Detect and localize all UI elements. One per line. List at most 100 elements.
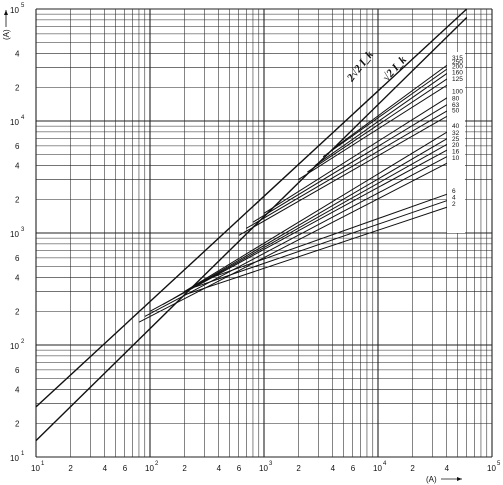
x-tick-exponent: 3 [269, 461, 273, 467]
x-tick-60: 6 [123, 464, 128, 473]
rating-label-4: 4 [452, 194, 456, 201]
rating-curve-10 [138, 157, 458, 323]
rating-curve-50 [238, 109, 458, 236]
y-tick-label: 10 [10, 6, 19, 15]
y-tick-40: 4 [15, 386, 20, 395]
x-tick-label: 4 [217, 464, 222, 473]
rating-curve-63 [246, 104, 458, 229]
rating-curve-200 [314, 65, 458, 166]
x-tick-exponent: 4 [383, 461, 387, 467]
rating-label-100: 100 [452, 89, 463, 96]
y-tick-10000: 10 4 [10, 115, 25, 127]
y-tick-label: 10 [10, 118, 19, 127]
x-tick-label: 2 [182, 464, 187, 473]
y-tick-exponent: 3 [21, 227, 25, 233]
y-tick-60: 6 [15, 366, 20, 375]
y-tick-40000: 4 [15, 50, 20, 59]
rating-curve-315 [332, 56, 458, 150]
axis-labels: (A) (A) [2, 10, 462, 484]
rating-label-25: 25 [452, 136, 460, 143]
x-tick-2000: 2 [296, 464, 301, 473]
y-tick-4000: 4 [15, 162, 20, 171]
x-tick-label: 4 [331, 464, 336, 473]
rating-curve-100 [263, 90, 458, 214]
y-tick-label: 4 [15, 274, 20, 283]
rating-curve-2 [184, 203, 458, 296]
y-tick-label: 2 [15, 83, 20, 92]
rating-label-50: 50 [452, 108, 460, 115]
x-axis-label: (A) [426, 475, 437, 484]
x-tick-20: 2 [68, 464, 73, 473]
y-tick-100: 10 2 [10, 339, 25, 351]
x-tick-label: 4 [445, 464, 450, 473]
rating-curve-6 [204, 189, 458, 281]
y-tick-1000: 10 3 [10, 227, 25, 239]
x-tick-label: 2 [410, 464, 415, 473]
y-tick-200: 2 [15, 307, 20, 316]
y-tick-label: 10 [10, 342, 19, 351]
y-axis-arrowhead [4, 10, 8, 15]
y-tick-label: 6 [15, 366, 20, 375]
rating-curve-16 [144, 150, 458, 317]
reference-lines: 2√2 I_k √2 I_k [35, 8, 468, 442]
y-tick-2000: 2 [15, 195, 20, 204]
x-tick-100000: 10 5 [487, 461, 501, 473]
x-tick-label: 6 [351, 464, 356, 473]
rating-label-63: 63 [452, 102, 460, 109]
y-tick-6000: 6 [15, 142, 20, 151]
x-tick-exponent: 2 [155, 461, 159, 467]
y-tick-label: 2 [15, 195, 20, 204]
y-tick-exponent: 4 [21, 115, 25, 121]
y-tick-label: 6 [15, 142, 20, 151]
y-tick-label: 4 [15, 386, 20, 395]
rating-label-16: 16 [452, 148, 460, 155]
rating-label-20: 20 [452, 142, 460, 149]
y-axis-label: (A) [2, 29, 11, 40]
reference-line-2sqrt2-ik [35, 8, 468, 408]
x-tick-100: 10 2 [145, 461, 159, 473]
x-tick-20000: 2 [410, 464, 415, 473]
y-tick-20: 2 [15, 419, 20, 428]
rating-label-160: 160 [452, 69, 463, 76]
x-axis-ticks: 10 1 2 4 6 10 2 2 4 6 10 3 2 4 6 10 4 2 4 10 5 [31, 461, 501, 473]
rating-label-250: 250 [452, 59, 463, 66]
y-tick-label: 10 [10, 230, 19, 239]
y-tick-exponent: 5 [21, 3, 25, 9]
y-tick-label: 10 [10, 454, 19, 463]
x-tick-label: 10 [31, 464, 40, 473]
rating-curve-125 [298, 77, 458, 180]
rating-label-315: 315 [452, 55, 463, 62]
x-tick-exponent: 5 [497, 461, 501, 467]
x-tick-exponent: 1 [41, 461, 45, 467]
rating-label-200: 200 [452, 63, 463, 70]
x-tick-40: 4 [103, 464, 108, 473]
rating-label-10: 10 [452, 155, 460, 162]
rating-curve-25 [162, 137, 458, 305]
x-tick-label: 6 [237, 464, 242, 473]
x-tick-6000: 6 [351, 464, 356, 473]
y-tick-label: 2 [15, 307, 20, 316]
y-tick-10: 10 1 [10, 451, 25, 463]
rating-label-box [447, 52, 465, 233]
x-tick-label: 10 [373, 464, 382, 473]
y-tick-exponent: 1 [21, 451, 25, 457]
y-tick-label: 2 [15, 419, 20, 428]
reference-line-sqrt2-ik [35, 16, 468, 442]
x-tick-label: 10 [145, 464, 154, 473]
x-tick-1000: 10 3 [259, 461, 273, 473]
rating-curve-250 [322, 61, 458, 158]
rating-label-32: 32 [452, 130, 460, 137]
rating-curve-160 [307, 71, 458, 173]
x-tick-400: 4 [217, 464, 222, 473]
x-axis-arrowhead [457, 477, 462, 481]
x-tick-label: 2 [68, 464, 73, 473]
rating-curves [138, 56, 458, 323]
x-tick-40000: 4 [445, 464, 450, 473]
y-tick-exponent: 2 [21, 339, 25, 345]
reference-label-sqrt2-ik: √2 I_k [380, 54, 409, 84]
y-tick-label: 6 [15, 254, 20, 263]
y-tick-label: 4 [15, 50, 20, 59]
rating-label-80: 80 [452, 96, 460, 103]
